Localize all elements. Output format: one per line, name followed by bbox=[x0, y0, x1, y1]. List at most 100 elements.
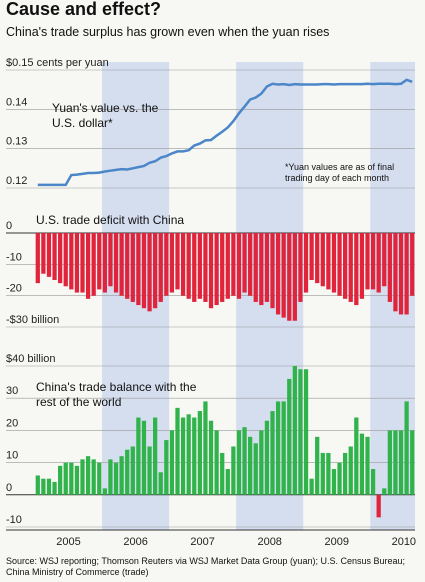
bar bbox=[80, 459, 85, 495]
bar bbox=[370, 233, 376, 290]
bar bbox=[192, 233, 197, 302]
x-tick-label: 2007 bbox=[190, 536, 214, 548]
bar bbox=[225, 469, 230, 495]
y-tick-label: 0 bbox=[6, 482, 12, 494]
bar bbox=[180, 233, 186, 296]
bar bbox=[253, 443, 258, 495]
bar bbox=[298, 369, 303, 495]
y-tick-label: 10 bbox=[6, 450, 18, 462]
source: Source: WSJ reporting; Thomson Reuters v… bbox=[6, 556, 405, 577]
bar bbox=[130, 233, 135, 302]
bar bbox=[242, 427, 247, 495]
bar bbox=[136, 417, 141, 495]
balance-label: China's trade balance with the rest of t… bbox=[36, 380, 197, 409]
bar bbox=[382, 233, 387, 287]
bar bbox=[315, 233, 320, 284]
bar bbox=[309, 478, 314, 495]
bar bbox=[275, 401, 281, 495]
bar bbox=[91, 233, 96, 296]
bar bbox=[141, 233, 147, 309]
bar bbox=[220, 233, 225, 302]
bar bbox=[97, 462, 102, 495]
bar bbox=[52, 481, 57, 495]
y-tick-label: 0.12 bbox=[6, 175, 27, 187]
x-tick-label: 2008 bbox=[257, 536, 281, 548]
bar bbox=[197, 233, 202, 299]
bar bbox=[259, 430, 264, 495]
bar bbox=[125, 449, 130, 495]
bar bbox=[52, 233, 57, 280]
bar bbox=[410, 430, 415, 495]
bar bbox=[236, 430, 242, 495]
bar bbox=[365, 436, 370, 495]
bar bbox=[203, 401, 208, 495]
bar bbox=[208, 420, 214, 495]
bar bbox=[387, 430, 392, 495]
bar bbox=[108, 459, 113, 495]
bar bbox=[169, 233, 175, 293]
y-tick-label: 0 bbox=[6, 220, 12, 232]
bar bbox=[74, 233, 80, 293]
bar bbox=[359, 233, 365, 299]
bar bbox=[136, 233, 141, 306]
bar bbox=[69, 462, 74, 495]
bar bbox=[119, 456, 124, 495]
bar bbox=[343, 452, 348, 495]
subtitle: China's trade surplus has grown even whe… bbox=[6, 25, 330, 39]
y-tick-label: -$30 billion bbox=[6, 314, 59, 326]
bar bbox=[208, 233, 214, 309]
y-tick-label: $40 billion bbox=[6, 353, 56, 365]
y-tick-label: 30 bbox=[6, 385, 18, 397]
bar bbox=[303, 369, 309, 495]
bar bbox=[376, 233, 381, 293]
bar bbox=[410, 233, 415, 296]
bar bbox=[393, 430, 398, 495]
bar bbox=[231, 233, 236, 296]
bar bbox=[113, 462, 119, 495]
bar bbox=[58, 233, 63, 284]
bar bbox=[102, 233, 107, 293]
bar bbox=[231, 446, 236, 495]
bar bbox=[387, 233, 392, 302]
bar bbox=[264, 420, 270, 495]
bar bbox=[326, 233, 331, 290]
bar bbox=[398, 233, 404, 315]
bar bbox=[74, 465, 80, 495]
year-shade bbox=[236, 62, 304, 530]
bar bbox=[298, 233, 303, 302]
bar bbox=[147, 446, 152, 495]
bar bbox=[248, 233, 253, 296]
bar bbox=[214, 430, 219, 495]
bar bbox=[315, 436, 320, 495]
bar bbox=[141, 420, 147, 495]
bar bbox=[164, 440, 169, 495]
bar bbox=[69, 233, 74, 290]
bar bbox=[354, 233, 359, 306]
bar bbox=[158, 472, 163, 495]
bar bbox=[46, 233, 52, 277]
bar bbox=[192, 417, 197, 495]
bar bbox=[348, 233, 353, 302]
bar bbox=[398, 430, 404, 495]
bar bbox=[175, 233, 180, 290]
y-tick-label: 0.13 bbox=[6, 136, 27, 148]
bar bbox=[264, 233, 270, 302]
bar bbox=[404, 401, 409, 495]
bar bbox=[214, 233, 219, 306]
bar bbox=[287, 378, 292, 495]
y-tick-label: $0.15 cents per yuan bbox=[6, 57, 109, 69]
bar bbox=[393, 233, 398, 312]
bar bbox=[175, 407, 180, 495]
bar bbox=[197, 411, 202, 495]
x-tick-label: 2009 bbox=[325, 536, 349, 548]
bar bbox=[270, 411, 275, 495]
note: *Yuan values are as of final trading day… bbox=[285, 162, 395, 183]
bar bbox=[46, 478, 52, 495]
bar bbox=[169, 430, 175, 495]
bar bbox=[225, 233, 230, 299]
bar bbox=[270, 233, 275, 309]
bar bbox=[253, 233, 258, 302]
bar bbox=[130, 446, 135, 495]
